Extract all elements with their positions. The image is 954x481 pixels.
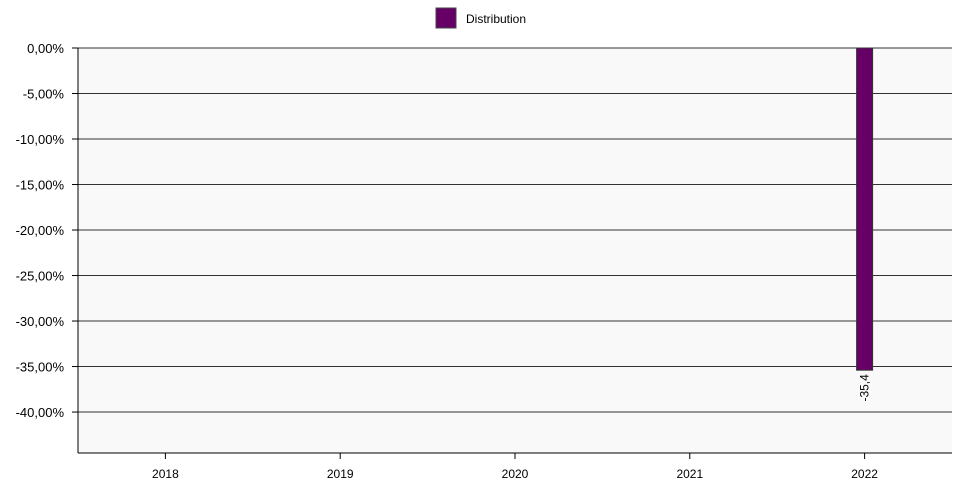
y-tick-label: -35,00%	[16, 360, 65, 375]
y-tick-label: -30,00%	[16, 314, 65, 329]
x-tick-label: 2019	[327, 467, 354, 481]
gridlines	[72, 47, 952, 413]
legend-label-distribution: Distribution	[466, 12, 526, 26]
x-axis-tick-labels: 2018 2019 2020 2021 2022	[152, 467, 878, 481]
y-tick-label: -25,00%	[16, 269, 65, 284]
y-tick-label: -15,00%	[16, 178, 65, 193]
legend-swatch-distribution	[435, 7, 457, 29]
axes	[77, 48, 952, 459]
y-tick-label: -40,00%	[16, 405, 65, 420]
plot-area	[78, 48, 952, 453]
x-tick-label: 2022	[851, 467, 878, 481]
y-axis-tick-labels: 0,00% -5,00% -10,00% -15,00% -20,00% -25,00% -…	[16, 41, 65, 420]
x-tick-label: 2021	[676, 467, 703, 481]
data-label: -35,4	[858, 374, 872, 402]
y-tick-label: -5,00%	[23, 87, 65, 102]
y-tick-label: -20,00%	[16, 223, 65, 238]
y-tick-label: 0,00%	[27, 41, 64, 56]
legend: Distribution	[435, 7, 526, 29]
data-labels: -35,4	[858, 374, 872, 402]
x-tick-label: 2020	[502, 467, 529, 481]
bars	[856, 47, 874, 371]
y-tick-label: -10,00%	[16, 132, 65, 147]
x-tick-label: 2018	[152, 467, 179, 481]
bar	[856, 47, 874, 371]
